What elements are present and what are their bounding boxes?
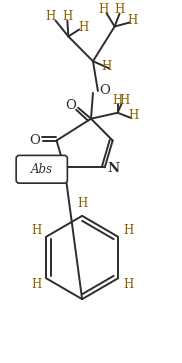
Text: H: H	[123, 224, 133, 237]
Text: H: H	[31, 224, 41, 237]
Text: H: H	[62, 10, 72, 23]
Text: H: H	[127, 14, 137, 27]
Text: H: H	[78, 21, 88, 34]
Text: H: H	[123, 278, 133, 291]
Text: O: O	[65, 99, 76, 112]
Text: H: H	[77, 197, 87, 211]
Text: O: O	[29, 134, 40, 147]
Text: N: N	[108, 162, 120, 175]
Text: O: O	[99, 85, 110, 97]
Text: H: H	[112, 94, 123, 107]
Text: H: H	[102, 60, 112, 73]
Text: H: H	[119, 94, 130, 107]
Text: H: H	[128, 109, 139, 122]
Text: H: H	[114, 3, 125, 16]
FancyBboxPatch shape	[16, 155, 67, 183]
Text: H: H	[31, 278, 41, 291]
Text: H: H	[99, 3, 109, 16]
Text: H: H	[46, 10, 56, 23]
Text: Abs: Abs	[31, 163, 53, 176]
